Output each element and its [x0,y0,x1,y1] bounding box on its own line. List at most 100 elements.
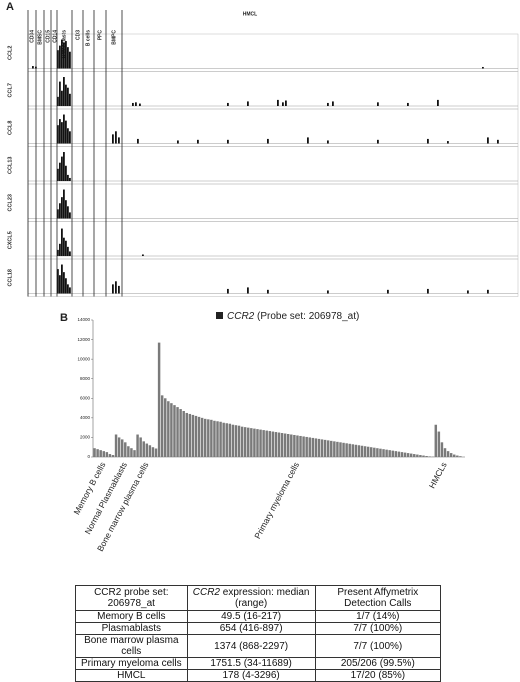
bar [177,140,179,143]
header-cell: CCR2 expression: median (range) [187,586,315,611]
bar [93,448,95,457]
bar [173,405,175,457]
bar [370,447,372,457]
bar [99,450,101,457]
bar [253,429,255,457]
bar [437,100,439,106]
bar [61,122,63,143]
bar [96,449,98,457]
table-cell: Bone marrow plasma cells [76,635,188,658]
bar [265,431,267,457]
bar [227,140,229,144]
bar [112,455,114,457]
bar [444,448,446,457]
bar [309,437,311,457]
bar [69,52,71,69]
bar [307,137,309,143]
header-gene: CCR2 [193,587,220,598]
bar [103,451,105,457]
bar [358,445,360,457]
bar [407,103,409,106]
bar [112,134,114,143]
bar [427,289,429,294]
row-frame [28,184,518,222]
bar [355,445,357,457]
bar [115,434,117,457]
bar [467,290,469,293]
row-frame [28,72,518,110]
bar [342,443,344,457]
bar [428,456,430,457]
bar [158,343,160,457]
bar [284,434,286,457]
bar [61,157,63,181]
bar [401,452,403,457]
bar [170,403,172,457]
bar [395,451,397,457]
legend-swatch [216,312,223,319]
bar [112,284,114,293]
bar [235,425,237,457]
header-cell: Present Affymetrix Detection Calls [315,586,440,611]
bar [121,439,123,457]
bar [219,422,221,457]
bar [227,103,229,106]
bar [69,212,71,218]
bar [222,423,224,457]
bar [210,420,212,457]
bar [327,440,329,457]
bar [59,203,61,218]
bar [379,449,381,457]
bar [275,432,277,457]
x-category-label: Primary myeloma cells [252,460,301,540]
table-cell: Primary myeloma cells [76,658,188,670]
table-cell: 7/7 (100%) [315,623,440,635]
bar [59,119,61,143]
table-cell: 1/7 (14%) [315,611,440,623]
bar [197,140,199,144]
bar [425,456,427,457]
bar [404,453,406,457]
bar [385,450,387,457]
column-label: HMCL [243,11,257,17]
panel-label: A [6,1,14,13]
bar [290,434,292,457]
table-cell: 1751.5 (34-11689) [187,658,315,670]
bar [135,102,137,106]
row-frame [28,109,518,147]
bar [318,439,320,457]
bar [387,290,389,294]
bar [278,433,280,457]
bar [137,139,139,144]
bar [59,163,61,181]
bar [63,43,65,69]
bar [339,442,341,457]
bar [61,40,63,69]
y-tick-label: 12000 [77,337,90,342]
bar [407,453,409,457]
bar [118,286,120,294]
row-label: CXCL5 [7,231,13,249]
column-label: CD3 [75,30,81,40]
bar [392,451,394,457]
bar [132,103,134,106]
bar [281,433,283,457]
bar [65,41,67,68]
bar [63,115,65,144]
bar [186,413,188,457]
y-tick-label: 2000 [80,435,91,440]
bar [161,395,163,457]
x-category-label: HMCLs [427,460,449,490]
bar [67,284,69,293]
bar [299,436,301,457]
bar [63,77,65,106]
bar [67,128,69,143]
bar [229,424,231,457]
bar [195,416,197,457]
bar [327,140,329,143]
bar [142,441,144,457]
bar [139,437,141,457]
bar [179,409,181,457]
